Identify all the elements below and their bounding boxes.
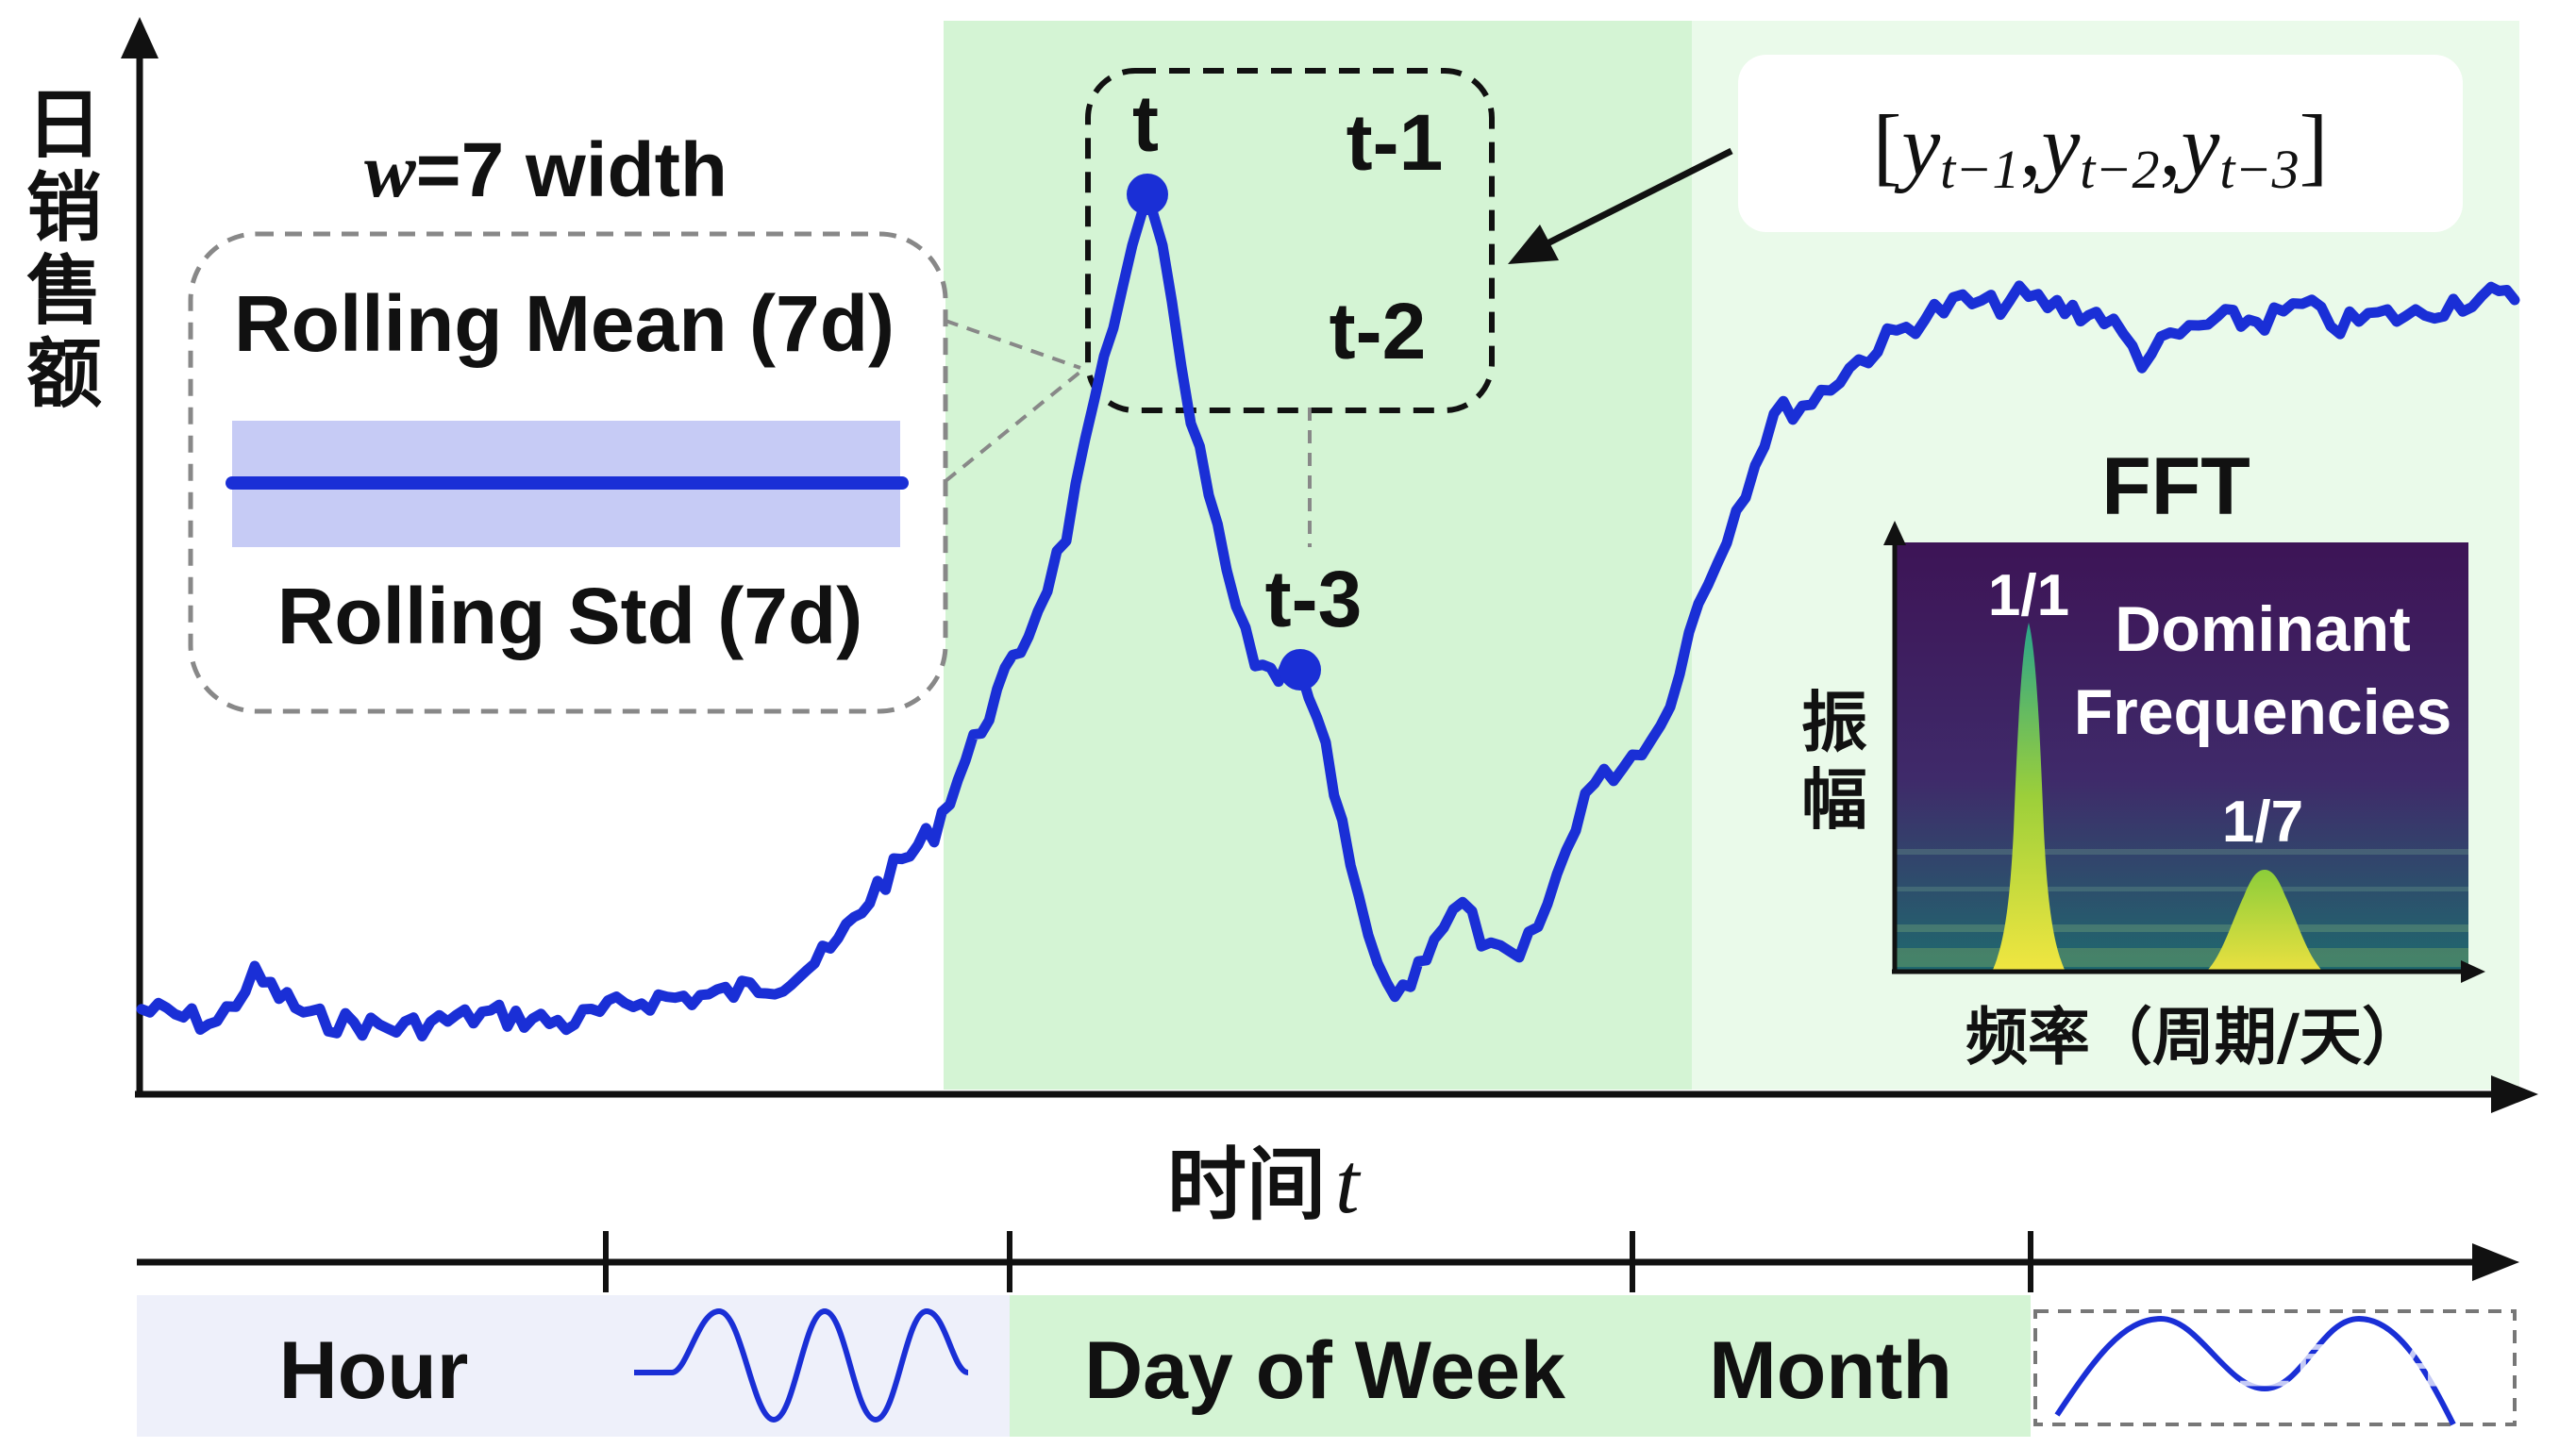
lag-vector-formula: [yt−1,yt−2,yt−3]	[1873, 97, 2329, 200]
fft-inset: FFT 1/1 1/7 Dominant Frequencies 振 幅 频率（…	[1801, 441, 2485, 1074]
fft-peak-weekly	[2208, 870, 2321, 970]
day-month-segment	[1010, 1295, 2031, 1437]
y-axis-label: 日 销 售 额	[26, 81, 102, 418]
window-width-label: w=7 width	[364, 127, 728, 213]
lag-label-t: t	[1132, 79, 1159, 168]
watermark: 豆包AI生成	[2238, 1335, 2510, 1396]
fft-peak1-label: 1/1	[1988, 563, 2069, 628]
rolling-mean-label: Rolling Mean (7d)	[234, 279, 895, 368]
month-wave-box	[2033, 1309, 2517, 1426]
fft-y-label-char-2: 幅	[1801, 761, 1867, 839]
highlight-region-peak	[944, 21, 1692, 1090]
y-label-char-2: 销	[26, 164, 102, 252]
rolling-window-callout: Rolling Mean (7d) Rolling Std (7d)	[188, 231, 948, 714]
rolling-std-label: Rolling Std (7d)	[277, 572, 863, 660]
fft-title: FFT	[2101, 441, 2250, 532]
month-label: Month	[1709, 1325, 1952, 1416]
y-label-char-3: 售	[26, 247, 102, 335]
hour-sine-wave-icon	[634, 1307, 969, 1423]
day-of-week-label: Day of Week	[1084, 1325, 1565, 1416]
y-label-char-4: 额	[26, 330, 102, 418]
fft-annotation-line2: Frequencies	[2074, 676, 2452, 748]
lag-vector-callout: [yt−1,yt−2,yt−3]	[1738, 55, 2463, 232]
lag-label-t-1: t-1	[1347, 98, 1444, 187]
hour-label: Hour	[279, 1325, 469, 1416]
fft-y-label-char-1: 振	[1801, 684, 1867, 761]
fft-spectrum-background	[1895, 542, 2468, 972]
hour-segment	[137, 1295, 1010, 1437]
point-t-3	[1280, 649, 1321, 691]
y-label-char-1: 日	[26, 81, 102, 169]
lag-vector-arrow	[1508, 147, 1733, 264]
lag-label-t-3: t-3	[1265, 555, 1363, 643]
month-sine-wave-icon	[2054, 1315, 2456, 1426]
x-axis	[135, 1075, 2538, 1113]
x-axis-label: 时间	[1167, 1139, 1326, 1231]
lag-label-t-2: t-2	[1330, 287, 1427, 375]
y-axis	[121, 17, 159, 1094]
fft-peak2-label: 1/7	[2222, 790, 2303, 855]
fft-x-label: 频率（周期/天）	[1965, 1001, 2424, 1074]
x-axis-symbol: t	[1335, 1135, 1362, 1231]
connector-lower	[944, 366, 1087, 483]
fft-peak-daily	[1993, 623, 2065, 970]
connector-upper	[945, 319, 1081, 370]
time-features-bar: Hour Day of Week Month 豆包AI生成	[137, 1231, 2519, 1437]
point-t	[1127, 174, 1168, 215]
lag-features-box	[1085, 68, 1495, 413]
fft-annotation-line1: Dominant	[2115, 593, 2411, 665]
